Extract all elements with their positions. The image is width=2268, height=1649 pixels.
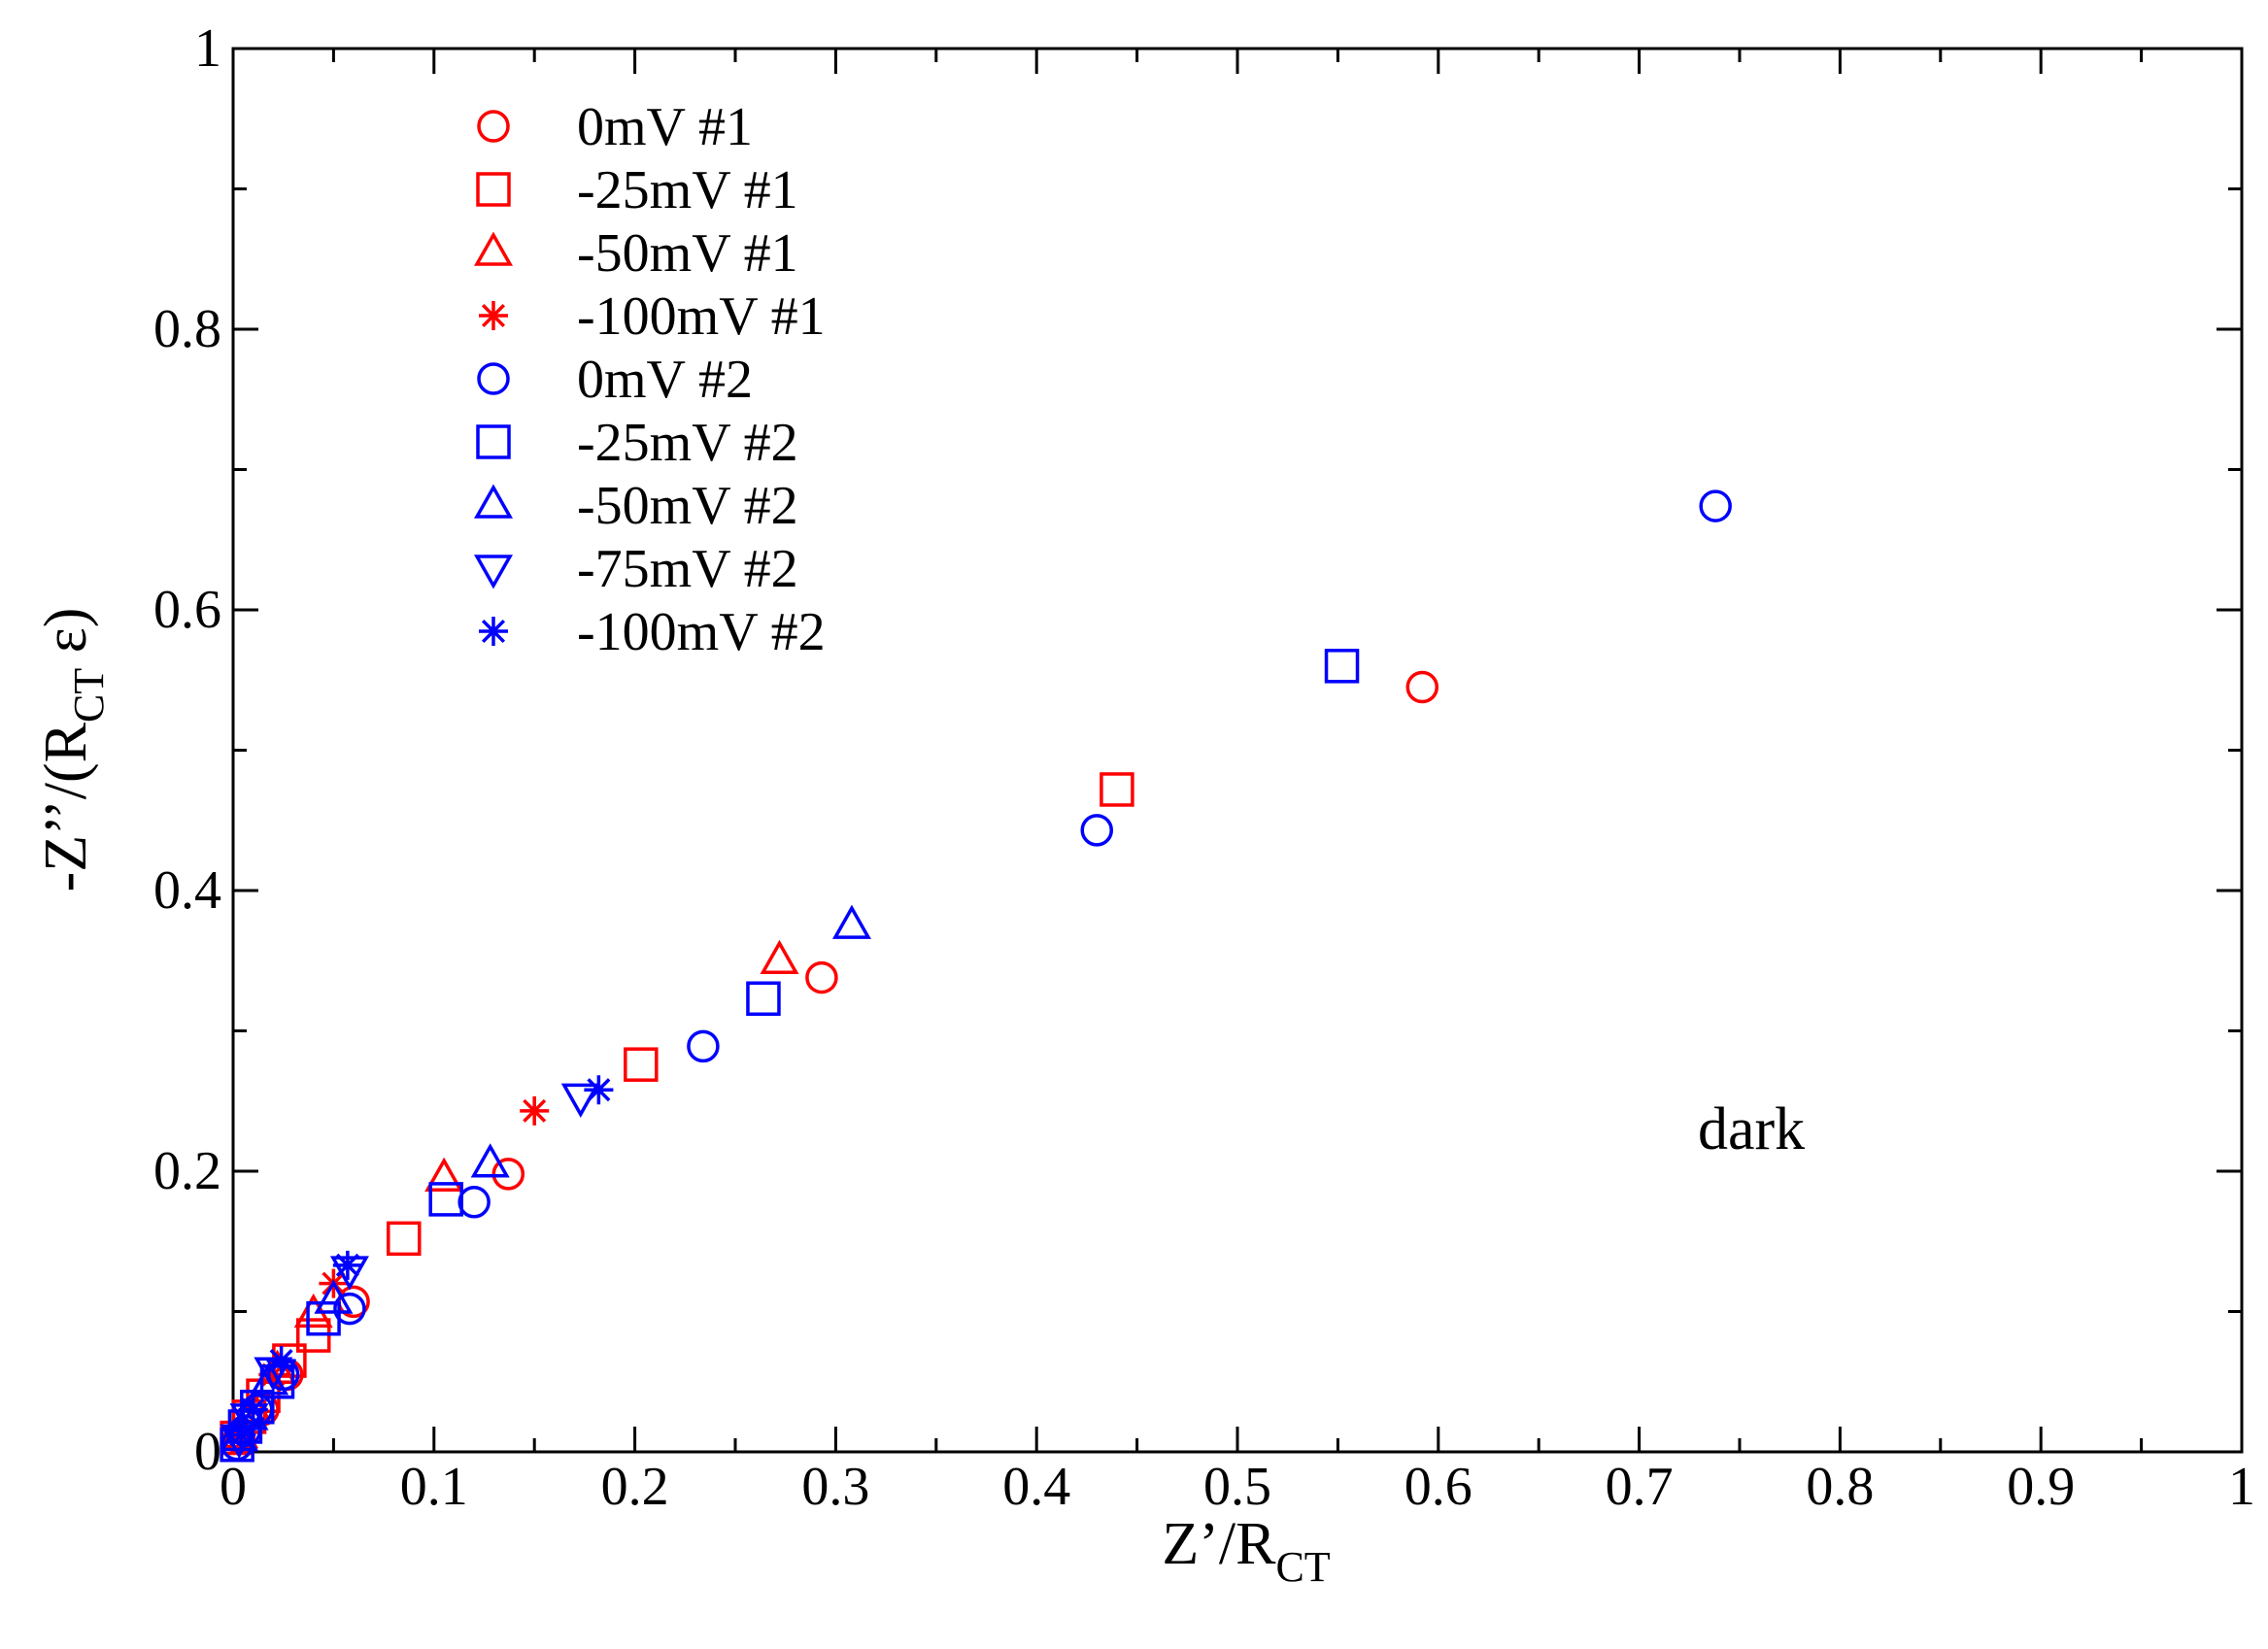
- legend-label: -25mV #2: [577, 413, 798, 473]
- series-6: [220, 904, 871, 1452]
- series-8: [226, 1075, 614, 1450]
- series-4: [220, 489, 1732, 1462]
- data-point: [314, 1279, 354, 1314]
- data-point: [1080, 814, 1113, 847]
- y-axis-title: -Z’’/(RCT ε): [33, 608, 113, 892]
- series-0: [222, 670, 1439, 1455]
- tick-marks: [231, 47, 2244, 1454]
- legend-marker: [476, 172, 511, 207]
- legend-marker: [476, 424, 511, 459]
- legend-item: -25mV #2: [476, 413, 798, 473]
- x-tick-label: 0.8: [1806, 1457, 1874, 1517]
- tick-labels: 0 0.1 0.2 0.3 0.4 0.5 0.6 0.7 0.8 0.9 1 0 0.2 0.4 0.6 0…: [153, 18, 2255, 1517]
- y-tick-label: 0.8: [153, 299, 221, 359]
- data-point: [470, 1143, 510, 1178]
- y-tick-label: 1: [194, 18, 221, 79]
- data-point: [428, 1182, 463, 1217]
- data-point: [424, 1157, 464, 1192]
- x-tick-label: 0.5: [1203, 1457, 1271, 1517]
- y-tick-label: 0: [194, 1422, 221, 1482]
- legend-label: -50mV #1: [577, 223, 798, 284]
- data-point: [266, 1346, 296, 1376]
- legend-label: 0mV #1: [577, 97, 753, 157]
- data-point: [491, 1158, 525, 1191]
- y-axis-title-subscript: CT: [65, 668, 113, 723]
- legend-marker: [473, 555, 514, 589]
- data-point: [333, 1292, 366, 1326]
- annotation-dark: dark: [1698, 1096, 1805, 1162]
- x-tick-label: 0.1: [400, 1457, 468, 1517]
- data-point: [624, 1047, 659, 1082]
- data-point: [687, 1029, 720, 1063]
- legend-item: 0mV #2: [477, 350, 753, 410]
- legend-item: -25mV #1: [476, 160, 798, 220]
- data-point: [805, 960, 838, 994]
- legend-item: -100mV #1: [479, 286, 826, 347]
- x-tick-label: 0.9: [2007, 1457, 2075, 1517]
- data-point: [746, 981, 781, 1017]
- x-axis-title-subscript: CT: [1275, 1543, 1330, 1591]
- data-point: [1100, 772, 1134, 807]
- x-tick-label: 1: [2228, 1457, 2255, 1517]
- legend-label: -75mV #2: [577, 539, 798, 599]
- y-tick-label: 0.2: [153, 1141, 221, 1201]
- x-tick-label: 0: [220, 1457, 247, 1517]
- data-point: [226, 1420, 256, 1450]
- series-1: [220, 772, 1134, 1456]
- legend-item: 0mV #1: [477, 97, 753, 157]
- series-5: [220, 649, 1360, 1463]
- legend-marker: [479, 301, 508, 330]
- data-point: [831, 904, 871, 939]
- legend-marker: [479, 617, 508, 646]
- data-point: [1324, 649, 1360, 684]
- y-tick-label: 0.4: [153, 860, 221, 921]
- x-tick-label: 0.4: [1002, 1457, 1070, 1517]
- data-point: [332, 1250, 362, 1280]
- legend-marker: [473, 231, 514, 266]
- legend-marker: [477, 362, 510, 395]
- x-tick-label: 0.3: [801, 1457, 869, 1517]
- data-point: [387, 1221, 422, 1257]
- legend-label: 0mV #2: [577, 350, 753, 410]
- x-tick-label: 0.7: [1606, 1457, 1674, 1517]
- data-point: [1699, 489, 1732, 522]
- legend-item: -50mV #1: [473, 223, 798, 284]
- data-point: [760, 939, 799, 974]
- y-tick-label: 0.6: [153, 580, 221, 640]
- plot-frame: [231, 47, 2244, 1454]
- legend-label: -25mV #1: [577, 160, 798, 220]
- data-point: [457, 1186, 491, 1219]
- legend-label: -100mV #1: [577, 286, 826, 347]
- legend-item: -50mV #2: [473, 476, 798, 536]
- x-axis-title: Z’/RCT: [1162, 1511, 1330, 1591]
- data-point: [584, 1075, 614, 1105]
- legend-marker: [477, 110, 510, 143]
- x-tick-label: 0.2: [601, 1457, 669, 1517]
- legend-label: -100mV #2: [577, 602, 826, 662]
- series-2: [220, 939, 799, 1449]
- data-point: [238, 1395, 268, 1425]
- legend-item: -75mV #2: [473, 539, 798, 599]
- legend-marker: [473, 484, 514, 519]
- legend-label: -50mV #2: [577, 476, 798, 536]
- data-markers: [220, 489, 1732, 1463]
- legend-item: -100mV #2: [479, 602, 826, 662]
- data-point: [1405, 670, 1439, 704]
- x-tick-label: 0.6: [1405, 1457, 1473, 1517]
- data-point: [520, 1095, 550, 1126]
